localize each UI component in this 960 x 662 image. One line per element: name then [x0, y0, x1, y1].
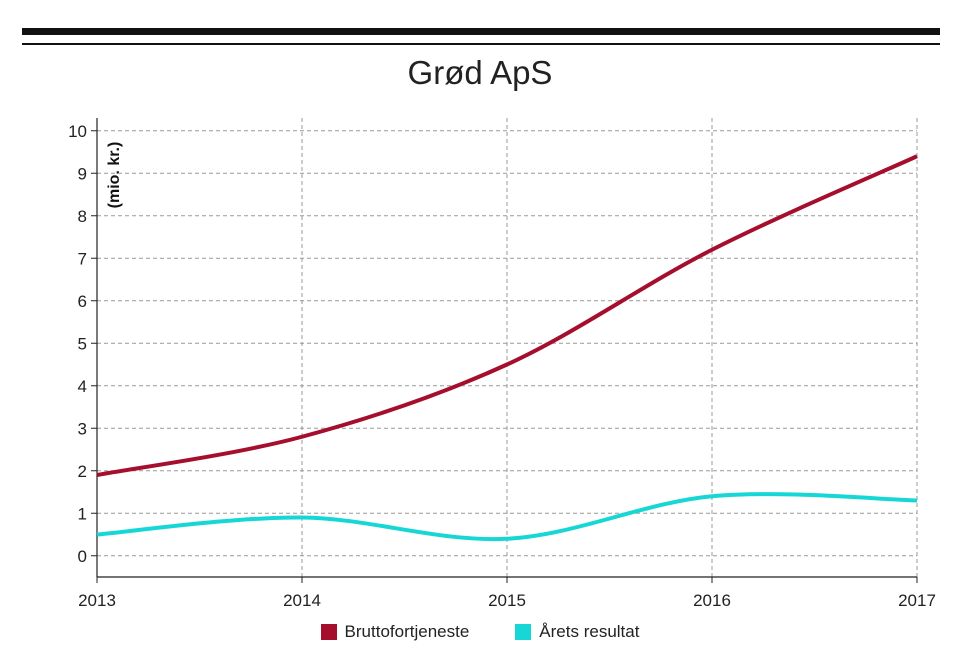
y-tick-label: 4: [78, 377, 87, 396]
y-tick-label: 7: [78, 249, 87, 268]
chart-title: Grød ApS: [408, 54, 553, 91]
legend-swatch: [320, 624, 337, 640]
x-tick-label: 2015: [488, 591, 526, 610]
axes: [91, 118, 918, 583]
tick-labels: 0 1 2 3 4 5 6 7 8 9 10 2013 2014 2015 2016 2017: [68, 122, 936, 610]
y-tick-label: 3: [78, 419, 87, 438]
x-tick-label: 2017: [898, 591, 936, 610]
x-tick-label: 2014: [283, 591, 321, 610]
legend-label: Bruttofortjeneste: [344, 622, 470, 641]
y-tick-label: 2: [78, 462, 87, 481]
header-rule-thin: [22, 43, 940, 45]
series-lines: [96, 154, 918, 542]
legend-item-1: Bruttofortjeneste: [320, 622, 470, 642]
y-tick-label: 9: [78, 164, 87, 183]
chart-legend: Bruttofortjeneste Årets resultat: [0, 622, 960, 642]
y-tick-label: 10: [68, 122, 87, 141]
legend-swatch: [515, 624, 532, 640]
grid-lines: [97, 118, 918, 577]
x-tick-label: 2013: [78, 591, 116, 610]
legend-label: Årets resultat: [539, 622, 640, 641]
y-tick-label: 6: [78, 292, 87, 311]
legend-item-2: Årets resultat: [515, 622, 639, 642]
y-tick-label: 8: [78, 207, 87, 226]
y-tick-label: 1: [78, 504, 87, 523]
x-tick-label: 2016: [693, 591, 731, 610]
series-line-1: [96, 154, 918, 477]
y-tick-label: 0: [78, 547, 87, 566]
series-line-2: [96, 492, 918, 542]
header-rule-thick: [22, 28, 940, 35]
y-axis-label: (mio. kr.): [106, 142, 123, 209]
y-tick-label: 5: [78, 334, 87, 353]
